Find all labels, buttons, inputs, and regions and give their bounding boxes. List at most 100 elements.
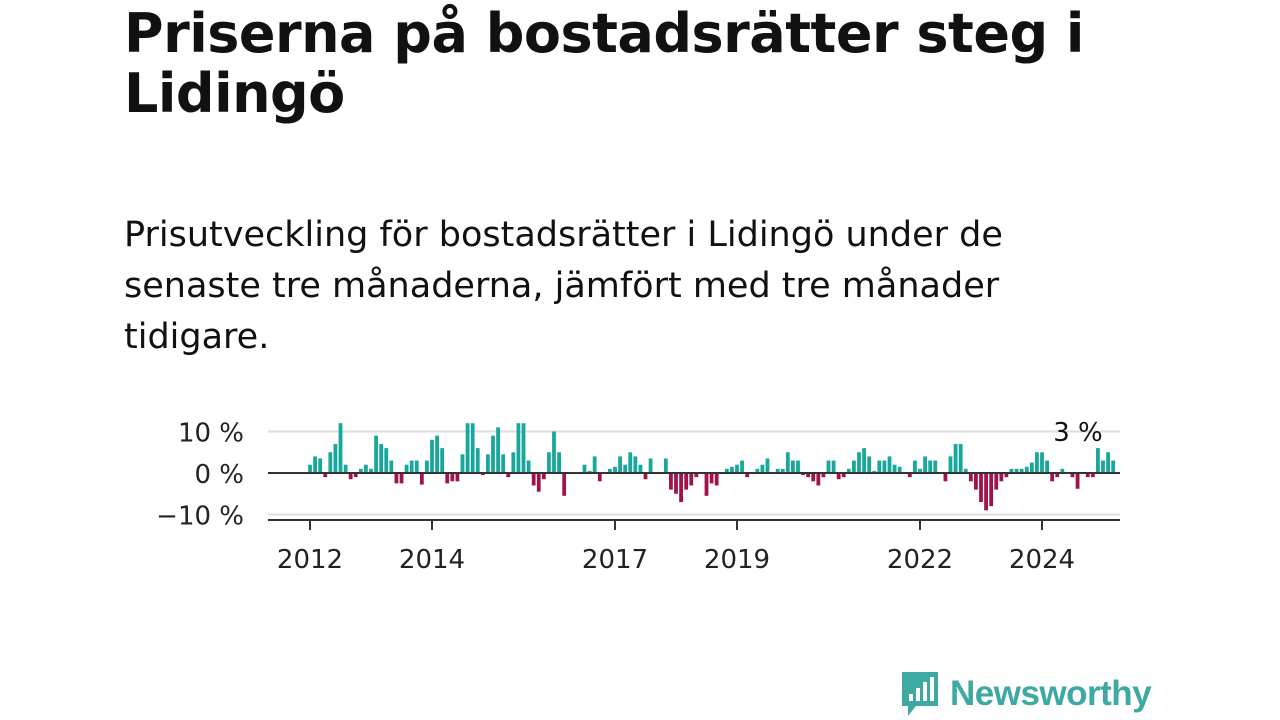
bar-positive: [430, 439, 434, 473]
bar-positive: [740, 460, 744, 473]
bar-negative: [597, 473, 602, 482]
bar-positive: [730, 466, 734, 473]
y-tick-label: −10 %: [156, 502, 244, 532]
bar-positive: [852, 460, 856, 473]
bar-positive: [1019, 468, 1024, 473]
bar-negative: [984, 473, 988, 511]
bar-negative: [694, 473, 699, 478]
bar-negative: [994, 473, 999, 490]
bar-positive: [587, 470, 592, 473]
x-tick-label: 2022: [887, 545, 953, 575]
bar-positive: [796, 460, 800, 473]
bar-negative: [541, 473, 546, 480]
tick-labels: 10 % 0 % −10 % 2012 2014 2017 2019 2022 2024 3 %: [156, 418, 1103, 575]
bar-negative: [455, 473, 460, 482]
bar-negative: [836, 473, 841, 480]
bar-negative: [709, 473, 714, 484]
bar-negative: [531, 473, 536, 486]
bar-negative: [689, 473, 694, 486]
y-tick-label: 0 %: [194, 460, 244, 490]
page-title: Priserna på bostadsrätter steg i Lidingö: [124, 2, 1084, 125]
bar-negative: [943, 473, 948, 482]
bar-positive: [384, 448, 389, 473]
bar-positive: [933, 460, 938, 473]
bar-negative: [480, 473, 485, 476]
bar-positive: [948, 456, 953, 473]
bar-positive: [328, 452, 333, 473]
bar-positive: [628, 452, 633, 473]
bar-negative: [1055, 473, 1060, 478]
bar-positive: [1040, 452, 1044, 473]
bar-positive: [1009, 468, 1014, 473]
bar-positive: [892, 464, 897, 473]
bar-positive: [867, 456, 872, 473]
logo-text: Newsworthy: [950, 674, 1152, 713]
bar-positive: [826, 460, 831, 473]
bar-positive: [557, 452, 561, 473]
bar-positive: [857, 452, 861, 473]
bar-positive: [409, 460, 414, 473]
bar-positive: [491, 435, 495, 473]
bar-positive: [618, 456, 622, 473]
bar-positive: [521, 423, 526, 473]
page-subtitle: Prisutveckling för bostadsrätter i Lidin…: [124, 215, 1003, 357]
bar-positive: [547, 452, 551, 473]
bar-positive: [364, 464, 368, 473]
bar-positive: [623, 464, 628, 473]
bar-positive: [1096, 448, 1100, 473]
bar-negative: [684, 473, 689, 490]
bar-positive: [333, 443, 338, 473]
bar-positive: [755, 468, 760, 473]
bar-negative: [669, 473, 673, 490]
bar-negative: [1090, 473, 1095, 478]
bar-positive: [775, 468, 780, 473]
x-tick-label: 2017: [582, 545, 648, 575]
bar-positive: [882, 460, 887, 473]
bar-positive: [897, 466, 902, 473]
bars: [308, 423, 1116, 511]
bar-negative: [801, 473, 805, 476]
bar-negative: [450, 473, 455, 482]
bar-positive: [516, 423, 521, 473]
bar-positive: [1014, 468, 1019, 473]
bar-positive: [953, 443, 958, 473]
bar-positive: [582, 464, 587, 473]
latest-value-label: 3 %: [1053, 418, 1103, 448]
bar-positive: [526, 460, 531, 473]
bar-positive: [389, 460, 394, 473]
bar-positive: [785, 452, 790, 473]
bar-negative: [704, 473, 709, 496]
bar-positive: [613, 466, 617, 473]
bar-positive: [633, 456, 638, 473]
bar-negative: [989, 473, 994, 507]
bar-positive: [338, 423, 343, 473]
bar-positive: [475, 448, 480, 473]
price-change-chart: 10 % 0 % −10 % 2012 2014 2017 2019 2022 2024 3 %: [156, 418, 1120, 575]
bar-positive: [1029, 462, 1034, 473]
bar-positive: [923, 456, 927, 473]
bar-negative: [1075, 473, 1080, 489]
bar-positive: [435, 435, 439, 473]
axes: [268, 472, 1120, 530]
bar-negative: [679, 473, 683, 503]
bar-positive: [862, 448, 866, 473]
bar-positive: [663, 458, 668, 473]
bar-positive: [877, 460, 882, 473]
bar-positive: [831, 460, 836, 473]
bar-positive: [496, 427, 500, 473]
newsworthy-logo: Newsworthy: [900, 668, 1152, 720]
bar-positive: [379, 443, 384, 473]
bar-positive: [465, 423, 470, 473]
bar-positive: [913, 460, 917, 473]
bar-negative: [353, 473, 358, 478]
bar-negative: [562, 473, 567, 496]
bar-negative: [974, 473, 978, 490]
bar-negative: [1050, 473, 1055, 482]
bar-negative: [643, 473, 648, 480]
x-tick-label: 2024: [1009, 545, 1075, 575]
bar-positive: [791, 460, 795, 473]
bar-negative: [445, 473, 450, 484]
bar-positive: [501, 454, 506, 473]
bar-positive: [404, 464, 409, 473]
bar-positive: [918, 468, 922, 473]
